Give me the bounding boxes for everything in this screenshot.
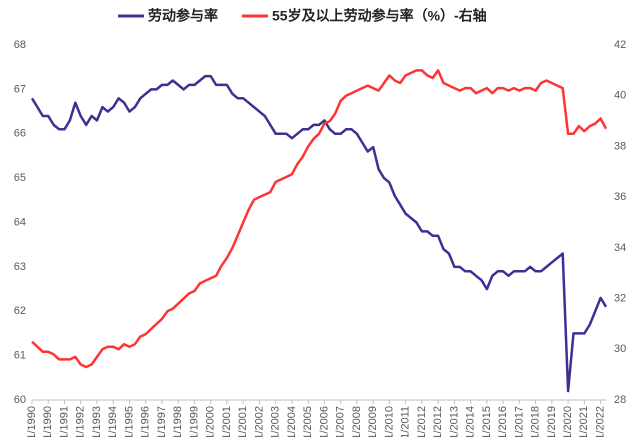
x-tick-label: 12/1/1990 [42, 406, 54, 437]
x-tick-label: 10/1/2014 [465, 406, 477, 437]
x-tick-label: 5/1/1997 [156, 406, 168, 437]
x-tick-label: 11/1/2013 [448, 406, 460, 437]
x-tick-label: 1/1/2012 [416, 406, 428, 437]
y-tick-label: 68 [14, 39, 26, 51]
y2-tick-label: 30 [614, 343, 626, 355]
x-tick-label: 1/1/2001 [221, 406, 233, 437]
y2-tick-label: 40 [614, 90, 626, 102]
y2-tick-label: 36 [614, 191, 626, 203]
x-tick-label: 9/1/2004 [286, 406, 298, 437]
y-tick-label: 60 [14, 394, 26, 406]
x-tick-label: 2/1/2000 [205, 406, 217, 437]
x-tick-label: 7/1/1995 [123, 406, 135, 437]
x-tick-label: 1/1/1990 [26, 406, 38, 437]
y-tick-label: 64 [14, 216, 26, 228]
x-tick-label: 4/1/1998 [172, 406, 184, 437]
y2-tick-label: 42 [614, 39, 626, 51]
x-tick-label: 8/1/2005 [302, 406, 314, 437]
x-tick-label: 12/1/2012 [432, 406, 444, 437]
x-tick-label: 5/1/2019 [546, 406, 558, 437]
y-tick-label: 62 [14, 305, 26, 317]
x-tick-label: 5/1/2008 [351, 406, 363, 437]
x-tick-label: 3/1/1999 [188, 406, 200, 437]
x-tick-label: 9/1/1993 [91, 406, 103, 437]
x-tick-label: 11/1/1991 [58, 406, 70, 437]
series-line [31, 69, 608, 369]
x-tick-label: 3/1/2010 [383, 406, 395, 437]
x-tick-label: 2/1/2022 [594, 406, 606, 437]
x-tick-label: 10/1/1992 [75, 406, 87, 437]
y-tick-label: 65 [14, 172, 26, 184]
x-tick-label: 8/1/1994 [107, 406, 119, 437]
x-tick-label: 12/1/2001 [237, 406, 249, 437]
series-line [30, 74, 608, 393]
y2-tick-label: 34 [614, 242, 626, 254]
y2-tick-label: 38 [614, 140, 626, 152]
legend-label: 55岁及以上劳动参与率（%）-右轴 [272, 8, 487, 24]
x-tick-label: 11/1/2002 [253, 406, 265, 437]
x-tick-label: 8/1/2016 [497, 406, 509, 437]
x-tick-label: 6/1/2007 [335, 406, 347, 437]
x-tick-label: 10/1/2003 [270, 406, 282, 437]
legend-label: 劳动参与率 [148, 8, 218, 24]
x-tick-label: 9/1/2015 [481, 406, 493, 437]
x-tick-label: 6/1/2018 [530, 406, 542, 437]
y-tick-label: 63 [14, 261, 26, 273]
y-tick-label: 66 [14, 128, 26, 140]
y2-tick-label: 32 [614, 292, 626, 304]
y-tick-label: 61 [14, 350, 26, 362]
x-tick-label: 2/1/2011 [400, 406, 412, 437]
x-tick-label: 7/1/2017 [513, 406, 525, 437]
x-tick-label: 6/1/1996 [140, 406, 152, 437]
y2-tick-label: 28 [614, 394, 626, 406]
x-tick-label: 4/1/2020 [562, 406, 574, 437]
x-tick-label: 4/1/2009 [367, 406, 379, 437]
y-tick-label: 67 [14, 83, 26, 95]
x-tick-label: 3/1/2021 [578, 406, 590, 437]
x-tick-label: 7/1/2006 [318, 406, 330, 437]
